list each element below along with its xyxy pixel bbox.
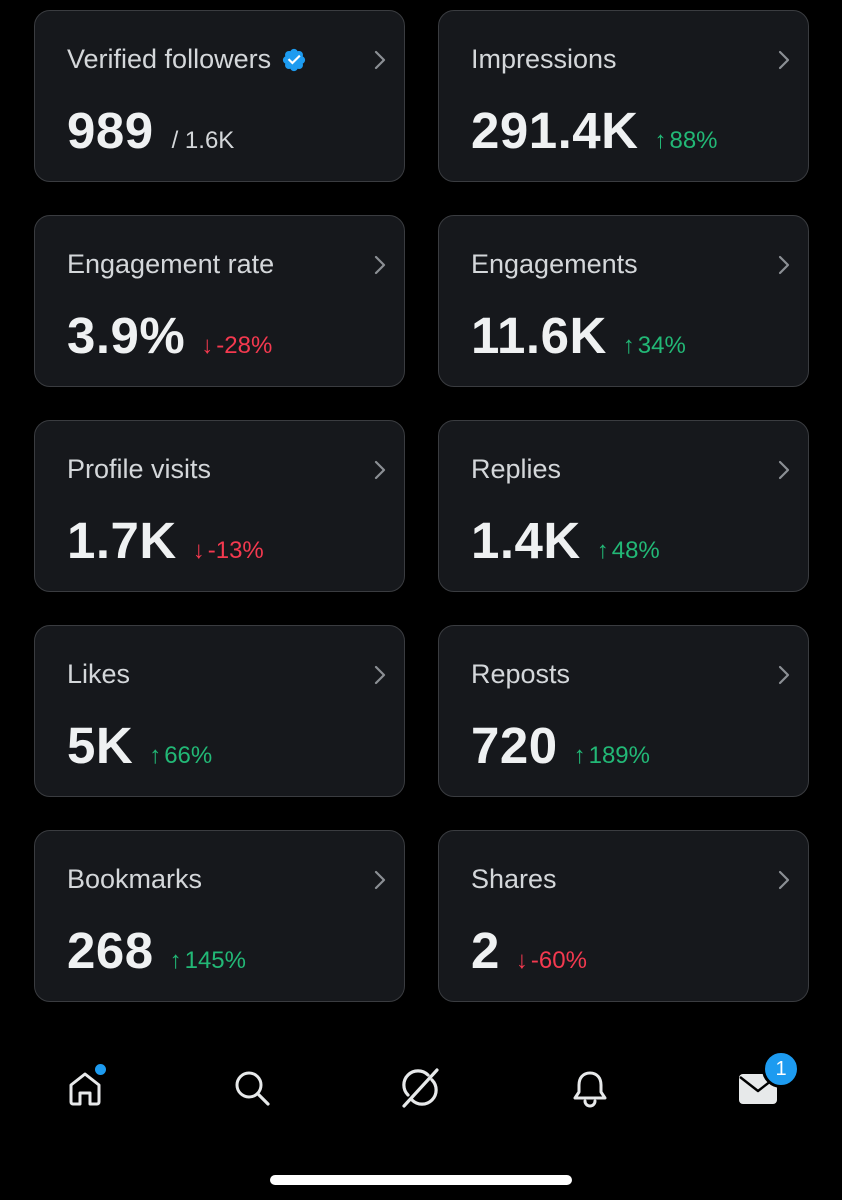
metric-change: ↑ 34% — [623, 332, 686, 360]
verified-badge-icon — [283, 48, 306, 71]
chevron-right-icon — [778, 255, 790, 275]
arrow-up-icon: ↑ — [149, 742, 162, 769]
metric-title: Verified followers — [67, 44, 272, 74]
metric-value: 5K — [67, 717, 134, 774]
metric-value-row: 989 / 1.6K — [67, 101, 234, 160]
metric-card-engagements[interactable]: Engagements 11.6K ↑ 34% — [438, 215, 809, 387]
metric-change-value: 145% — [184, 947, 246, 974]
metric-change: ↓ -60% — [516, 947, 587, 975]
metric-change: ↓ -13% — [193, 537, 264, 565]
metric-total: / 1.6K — [171, 127, 235, 154]
chevron-right-icon — [374, 255, 386, 275]
arrow-down-icon: ↓ — [201, 332, 214, 359]
metric-value: 291.4K — [471, 102, 639, 159]
metric-value-row: 720 ↑ 189% — [471, 716, 650, 775]
metric-card-reposts[interactable]: Reposts 720 ↑ 189% — [438, 625, 809, 797]
metric-change-value: 189% — [588, 742, 650, 769]
metric-value-row: 1.7K ↓ -13% — [67, 511, 264, 570]
metric-change: ↑ 66% — [149, 742, 212, 770]
chevron-right-icon — [778, 665, 790, 685]
arrow-up-icon: ↑ — [596, 537, 609, 564]
nav-notifications[interactable] — [562, 1060, 618, 1116]
metric-card-likes[interactable]: Likes 5K ↑ 66% — [34, 625, 405, 797]
metric-card-replies[interactable]: Replies 1.4K ↑ 48% — [438, 420, 809, 592]
metric-card-bookmarks[interactable]: Bookmarks 268 ↑ 145% — [34, 830, 405, 1002]
chevron-right-icon — [374, 665, 386, 685]
metric-card-shares[interactable]: Shares 2 ↓ -60% — [438, 830, 809, 1002]
metric-value: 720 — [471, 717, 558, 774]
metric-title: Shares — [471, 864, 557, 894]
chevron-right-icon — [778, 870, 790, 890]
metric-change: ↑ 88% — [654, 127, 717, 155]
bottom-nav: 1 — [0, 1040, 842, 1132]
metric-value-row: 2 ↓ -60% — [471, 921, 587, 980]
metric-value: 268 — [67, 922, 154, 979]
metric-title-row: Verified followers — [67, 44, 307, 75]
search-icon — [235, 1071, 270, 1106]
metric-change: ↑ 189% — [574, 742, 650, 770]
metric-title: Engagement rate — [67, 249, 275, 279]
metric-value: 2 — [471, 922, 500, 979]
metric-change: ↓ -28% — [201, 332, 272, 360]
metric-card-impressions[interactable]: Impressions 291.4K ↑ 88% — [438, 10, 809, 182]
metric-value-row: 268 ↑ 145% — [67, 921, 246, 980]
metric-value: 1.4K — [471, 512, 581, 569]
metric-change-value: 34% — [637, 332, 686, 359]
metric-change-value: 88% — [669, 127, 718, 154]
metric-title: Bookmarks — [67, 864, 203, 894]
metric-change: ↑ 48% — [597, 537, 660, 565]
arrow-up-icon: ↑ — [169, 947, 182, 974]
metric-change-value: -60% — [530, 947, 587, 974]
metric-title: Replies — [471, 454, 562, 484]
chevron-right-icon — [374, 460, 386, 480]
metric-value: 3.9% — [67, 307, 186, 364]
chevron-right-icon — [374, 870, 386, 890]
arrow-down-icon: ↓ — [192, 537, 205, 564]
metric-title: Likes — [67, 659, 131, 689]
arrow-down-icon: ↓ — [515, 947, 528, 974]
metric-value-row: 1.4K ↑ 48% — [471, 511, 660, 570]
metric-change: ↑ 145% — [170, 947, 246, 975]
arrow-up-icon: ↑ — [654, 127, 667, 154]
nav-search[interactable] — [224, 1060, 280, 1116]
metric-value: 11.6K — [471, 307, 607, 364]
metric-title: Reposts — [471, 659, 571, 689]
home-indicator[interactable] — [270, 1175, 572, 1185]
metric-card-verified-followers[interactable]: Verified followers 989 / 1.6K — [34, 10, 405, 182]
metric-value: 989 — [67, 102, 154, 159]
metric-title: Impressions — [471, 44, 617, 74]
metric-value-row: 3.9% ↓ -28% — [67, 306, 272, 365]
metric-change-value: -28% — [216, 332, 273, 359]
metric-value: 1.7K — [67, 512, 177, 569]
messages-badge: 1 — [762, 1050, 800, 1088]
arrow-up-icon: ↑ — [622, 332, 635, 359]
arrow-up-icon: ↑ — [573, 742, 586, 769]
metric-value-row: 11.6K ↑ 34% — [471, 306, 686, 365]
notification-dot — [93, 1062, 108, 1077]
home-icon — [69, 1072, 101, 1106]
bell-icon — [573, 1071, 607, 1108]
grok-icon — [402, 1068, 439, 1108]
metric-value-row: 291.4K ↑ 88% — [471, 101, 718, 160]
metric-change-value: -13% — [207, 537, 264, 564]
nav-messages[interactable]: 1 — [730, 1050, 800, 1116]
chevron-right-icon — [778, 50, 790, 70]
metric-title: Engagements — [471, 249, 638, 279]
nav-grok[interactable] — [392, 1060, 448, 1116]
chevron-right-icon — [778, 460, 790, 480]
metric-change-value: 66% — [164, 742, 213, 769]
metrics-grid: Verified followers 989 / 1.6K Impression… — [34, 10, 809, 1002]
metric-card-engagement-rate[interactable]: Engagement rate 3.9% ↓ -28% — [34, 215, 405, 387]
metric-value-row: 5K ↑ 66% — [67, 716, 212, 775]
metric-change-value: 48% — [611, 537, 660, 564]
nav-home[interactable] — [57, 1060, 113, 1116]
metric-card-profile-visits[interactable]: Profile visits 1.7K ↓ -13% — [34, 420, 405, 592]
metric-title: Profile visits — [67, 454, 212, 484]
chevron-right-icon — [374, 50, 386, 70]
